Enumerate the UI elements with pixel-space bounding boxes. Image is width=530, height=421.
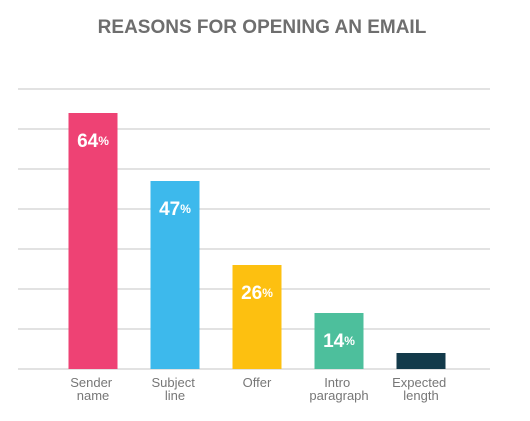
value-label: 26% (241, 283, 273, 304)
x-tick-label: Expected length (392, 375, 450, 403)
x-tick-label: Sender name (70, 375, 116, 403)
bar (396, 353, 446, 369)
value-label: 4% (410, 371, 432, 392)
bar (314, 313, 364, 369)
value-label: 47% (159, 199, 191, 220)
value-label: 64% (77, 131, 109, 152)
value-label: 14% (323, 331, 355, 352)
x-tick-label: Offer (243, 375, 272, 390)
x-tick-label: Intro paragraph (309, 375, 368, 403)
bar (232, 265, 282, 369)
bar (150, 181, 200, 369)
chart-title: REASONS FOR OPENING AN EMAIL (98, 17, 427, 38)
x-tick-label: Subject line (152, 375, 199, 403)
bar (68, 113, 118, 369)
